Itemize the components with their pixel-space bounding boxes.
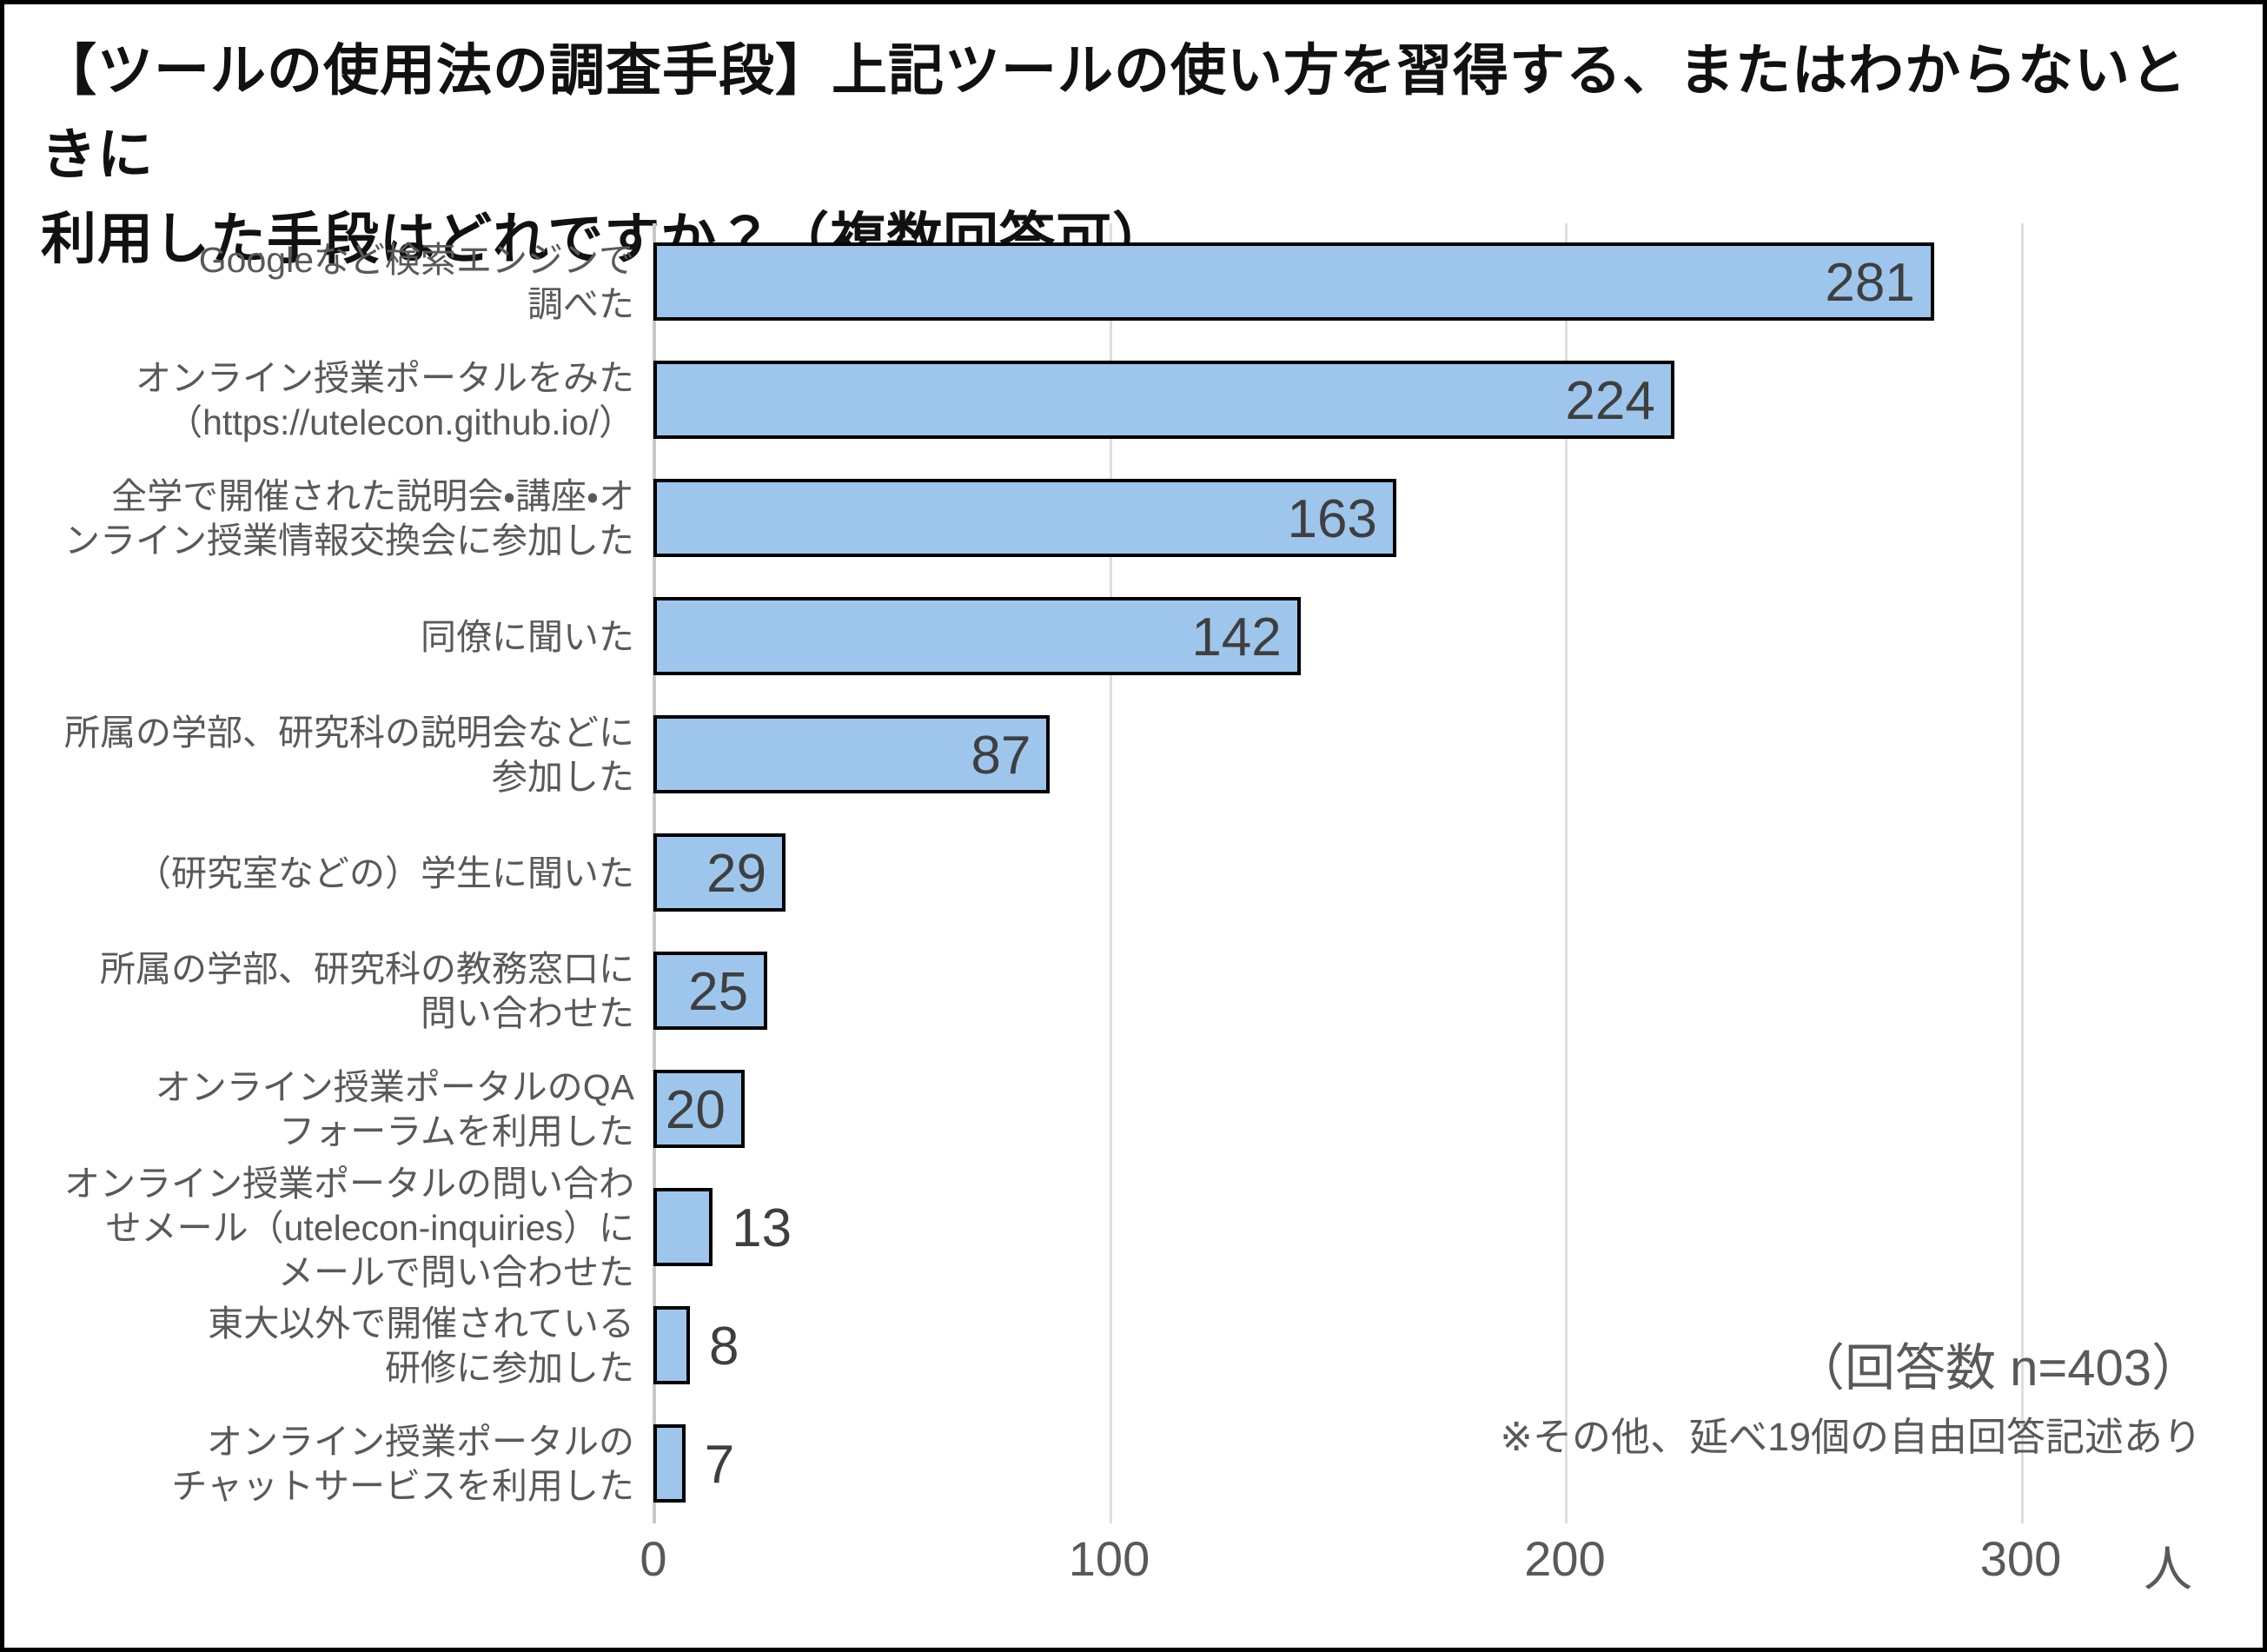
chart-bar-row: 87 <box>653 696 2217 814</box>
x-tick-label-300: 300 <box>1979 1531 2062 1586</box>
value-label: 8 <box>708 1316 739 1377</box>
value-label: 281 <box>1825 252 1915 313</box>
chart-bar-row: 281 <box>653 223 2217 342</box>
chart-title: 【ツールの使用法の調査手段】上記ツールの使い方を習得する、またはわからないときに… <box>41 29 2213 282</box>
category-label: Googleなど検索エンジンで 調べた <box>198 240 634 324</box>
category-label: 全学で開催された説明会・講座・オ ンライン授業情報交換会に参加した <box>64 476 634 561</box>
category-label: 東大以外で開催されている 研修に参加した <box>208 1304 634 1388</box>
chart-bar-row: 7 <box>653 1405 2217 1523</box>
category-label: 所属の学部、研究科の説明会などに 参加した <box>64 713 634 797</box>
value-label: 163 <box>1287 488 1377 549</box>
category-axis-labels: Googleなど検索エンジンで 調べたオンライン授業ポータルをみた （https:/… <box>39 223 634 1523</box>
chart-bar-row: 13 <box>653 1169 2217 1287</box>
bar <box>653 1070 745 1148</box>
bar <box>653 952 768 1030</box>
category-label: オンライン授業ポータルをみた （https://utelecon.github.i… <box>136 358 634 442</box>
bar <box>653 479 1396 557</box>
value-label: 7 <box>704 1434 735 1495</box>
plot-area: 281 224 163 142 87 29 25 20 13 8 7 <box>653 223 2217 1523</box>
x-tick-label-0: 0 <box>640 1531 667 1586</box>
free-response-annotation: ※その他、延べ19個の自由回答記述あり <box>1500 1415 2202 1459</box>
value-label: 142 <box>1191 607 1282 667</box>
value-label: 87 <box>971 725 1031 786</box>
category-label: オンライン授業ポータルの問い合わ せメール（utelecon-inquiries）… <box>64 1163 634 1292</box>
category-label: 同僚に聞いた <box>421 616 634 657</box>
chart-bar-row: 142 <box>653 578 2217 696</box>
value-label: 13 <box>732 1198 792 1258</box>
gridline-200 <box>1565 223 1568 1523</box>
chart-bar-row: 29 <box>653 814 2217 932</box>
category-label: （研究室などの）学生に聞いた <box>136 853 634 893</box>
bar <box>653 361 1674 439</box>
chart-bar-row: 224 <box>653 342 2217 460</box>
value-label: 224 <box>1565 370 1655 431</box>
chart-bar-row: 163 <box>653 460 2217 578</box>
chart-bar-row: 20 <box>653 1051 2217 1169</box>
category-label: オンライン授業ポータルのQA フォーラムを利用した <box>155 1067 634 1151</box>
value-label: 25 <box>688 961 749 1022</box>
bar <box>653 1424 686 1503</box>
chart-bar-row: 8 <box>653 1287 2217 1405</box>
x-tick-label-200: 200 <box>1524 1531 1606 1586</box>
bar <box>653 833 786 912</box>
bar <box>653 715 1051 793</box>
bar <box>653 1306 690 1384</box>
x-axis-unit-label: 人 <box>2144 1542 2192 1596</box>
category-label: 所属の学部、研究科の教務窓口に 問い合わせた <box>100 949 634 1033</box>
value-label: 20 <box>665 1079 726 1140</box>
chart-bar-row: 25 <box>653 932 2217 1051</box>
respondent-count-annotation: （回答数 n=403） <box>1793 1340 2202 1397</box>
category-label: オンライン授業ポータルの チャットサービスを利用した <box>171 1422 634 1506</box>
bar <box>653 1188 713 1266</box>
gridline-300 <box>2020 223 2024 1523</box>
gridline-100 <box>1109 223 1112 1523</box>
bar <box>653 597 1301 675</box>
x-axis-tick-labels: 0 100 200 300 <box>640 1530 2217 1600</box>
x-tick-label-100: 100 <box>1068 1531 1150 1586</box>
chart-title-line-1: 【ツールの使用法の調査手段】上記ツールの使い方を習得する、またはわからないときに <box>41 39 2187 186</box>
bar <box>653 242 1934 321</box>
value-label: 29 <box>706 843 767 904</box>
